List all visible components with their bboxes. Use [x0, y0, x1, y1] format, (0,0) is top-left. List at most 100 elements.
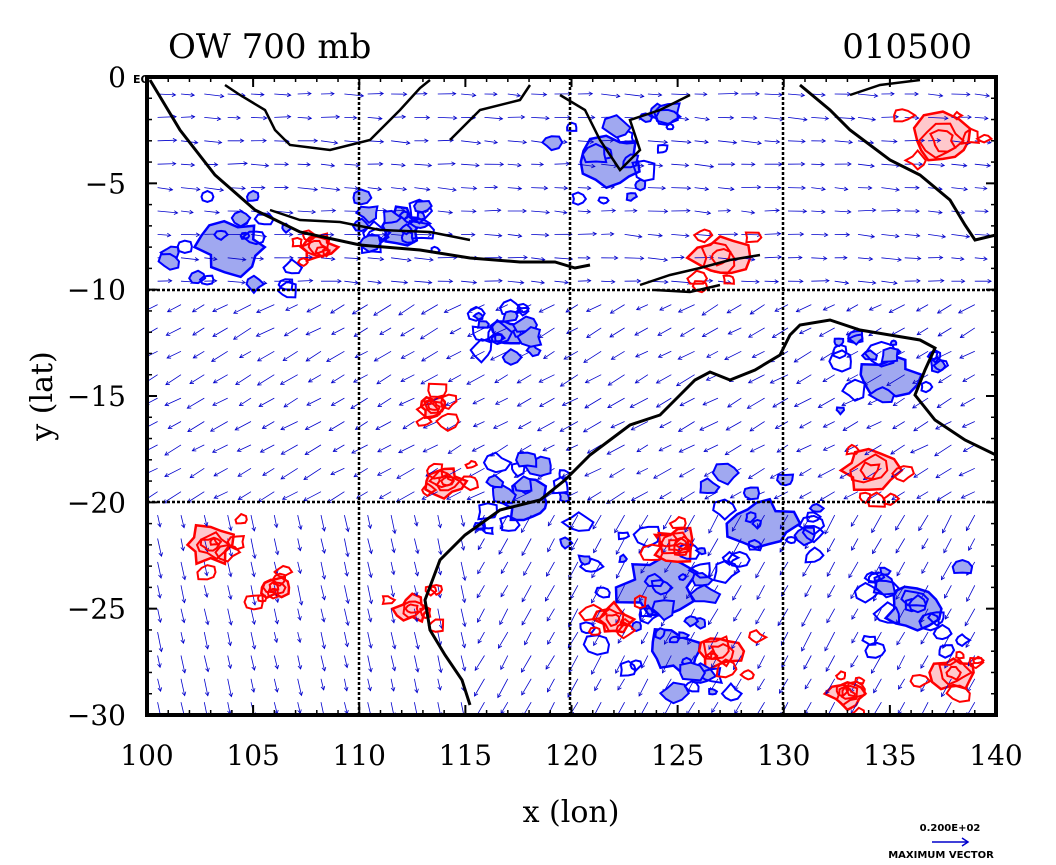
- wind-vector: [639, 585, 649, 602]
- wind-vector: [320, 608, 325, 622]
- wind-vector: [495, 304, 508, 311]
- positive-ow-contour: [426, 462, 444, 480]
- wind-vector-head: [494, 379, 500, 384]
- wind-vector: [391, 163, 406, 166]
- wind-vector: [273, 538, 279, 555]
- wind-vector-head: [237, 495, 243, 500]
- wind-vector-head: [391, 618, 396, 624]
- wind-vector: [741, 210, 755, 214]
- wind-vector: [414, 678, 418, 693]
- wind-vector-head: [660, 622, 665, 627]
- wind-vector: [772, 397, 789, 408]
- wind-vector-head: [936, 496, 942, 501]
- wind-vector-head: [228, 692, 233, 698]
- wind-vector-head: [261, 185, 266, 190]
- wind-vector: [961, 491, 975, 499]
- wind-vector-head: [321, 617, 326, 623]
- wind-vector: [521, 585, 532, 602]
- negative-ow-contour: [200, 189, 215, 203]
- wind-vector: [624, 234, 642, 238]
- wind-vector: [547, 514, 555, 527]
- wind-vector: [305, 421, 322, 430]
- wind-vector-head: [539, 162, 545, 167]
- wind-vector-head: [916, 278, 921, 284]
- wind-vector: [414, 280, 432, 284]
- wind-vector: [593, 538, 602, 553]
- wind-vector: [848, 561, 859, 578]
- wind-vector-head: [251, 620, 256, 626]
- wind-vector: [157, 139, 177, 142]
- wind-vector-head: [965, 643, 970, 649]
- wind-vector: [601, 233, 614, 235]
- wind-vector-head: [610, 355, 616, 360]
- wind-vector: [567, 631, 579, 649]
- wind-vector-head: [729, 494, 735, 499]
- wind-vector-head: [677, 427, 683, 432]
- wind-vector-head: [181, 618, 186, 624]
- wind-vector: [304, 444, 322, 455]
- wind-vector-head: [157, 522, 162, 528]
- wind-vector: [678, 421, 695, 432]
- wind-vector: [725, 444, 742, 456]
- wind-vector: [851, 538, 859, 551]
- wind-vector-head: [958, 472, 964, 477]
- wind-vector: [396, 467, 415, 479]
- wind-vector-head: [517, 186, 523, 191]
- wind-vector: [437, 187, 457, 191]
- negative-ow-contour: [720, 682, 744, 702]
- negative-ow-contour: [797, 514, 826, 536]
- wind-vector: [498, 631, 509, 649]
- wind-vector-head: [235, 380, 240, 386]
- wind-vector: [659, 421, 672, 428]
- negative-ow-contour: [711, 462, 740, 486]
- positive-ow-contour: [903, 148, 927, 171]
- wind-vector: [498, 538, 509, 555]
- wind-vector: [396, 491, 415, 503]
- wind-vector-head: [845, 232, 851, 237]
- wind-vector: [367, 585, 372, 604]
- wind-vector: [320, 702, 325, 715]
- wind-vector-head: [868, 306, 874, 311]
- wind-vector: [585, 374, 602, 383]
- wind-vector: [237, 444, 252, 452]
- wind-vector: [367, 515, 371, 529]
- wind-vector-head: [321, 595, 326, 601]
- wind-vector-head: [350, 404, 356, 409]
- wind-vector: [166, 350, 182, 359]
- wind-vector: [180, 538, 184, 551]
- negative-ow-contour: [469, 337, 493, 364]
- wind-vector-head: [818, 332, 824, 337]
- wind-vector-head: [657, 331, 662, 336]
- wind-vector-head: [565, 308, 571, 313]
- wind-vector: [297, 678, 302, 696]
- wind-vector: [344, 608, 349, 626]
- wind-vector-head: [545, 209, 551, 215]
- wind-vector-head: [477, 639, 482, 644]
- wind-vector: [507, 140, 527, 143]
- wind-vector-head: [827, 547, 832, 553]
- negative-ow-contour: [784, 535, 797, 545]
- wind-vector-head: [825, 278, 830, 284]
- positive-ow-contour: [953, 110, 964, 121]
- wind-vector: [951, 187, 968, 190]
- wind-vector: [420, 327, 439, 340]
- wind-vector: [664, 631, 672, 645]
- wind-vector: [881, 187, 900, 191]
- wind-vector: [614, 514, 625, 533]
- wind-vector: [187, 397, 205, 409]
- wind-vector-head: [285, 306, 290, 311]
- wind-vector: [227, 257, 246, 261]
- wind-vector: [928, 163, 945, 166]
- wind-vector-head: [709, 164, 715, 169]
- wind-vector-head: [793, 358, 799, 363]
- wind-vector-head: [517, 424, 523, 429]
- wind-vector-head: [495, 306, 501, 311]
- wind-vector-head: [256, 381, 262, 386]
- wind-vector: [468, 467, 485, 478]
- wind-vector: [204, 257, 217, 260]
- wind-vector-head: [460, 522, 466, 527]
- wind-vector-head: [915, 208, 920, 214]
- wind-vector-head: [545, 665, 550, 670]
- negative-ow-contour: [471, 325, 496, 342]
- wind-vector: [694, 187, 709, 190]
